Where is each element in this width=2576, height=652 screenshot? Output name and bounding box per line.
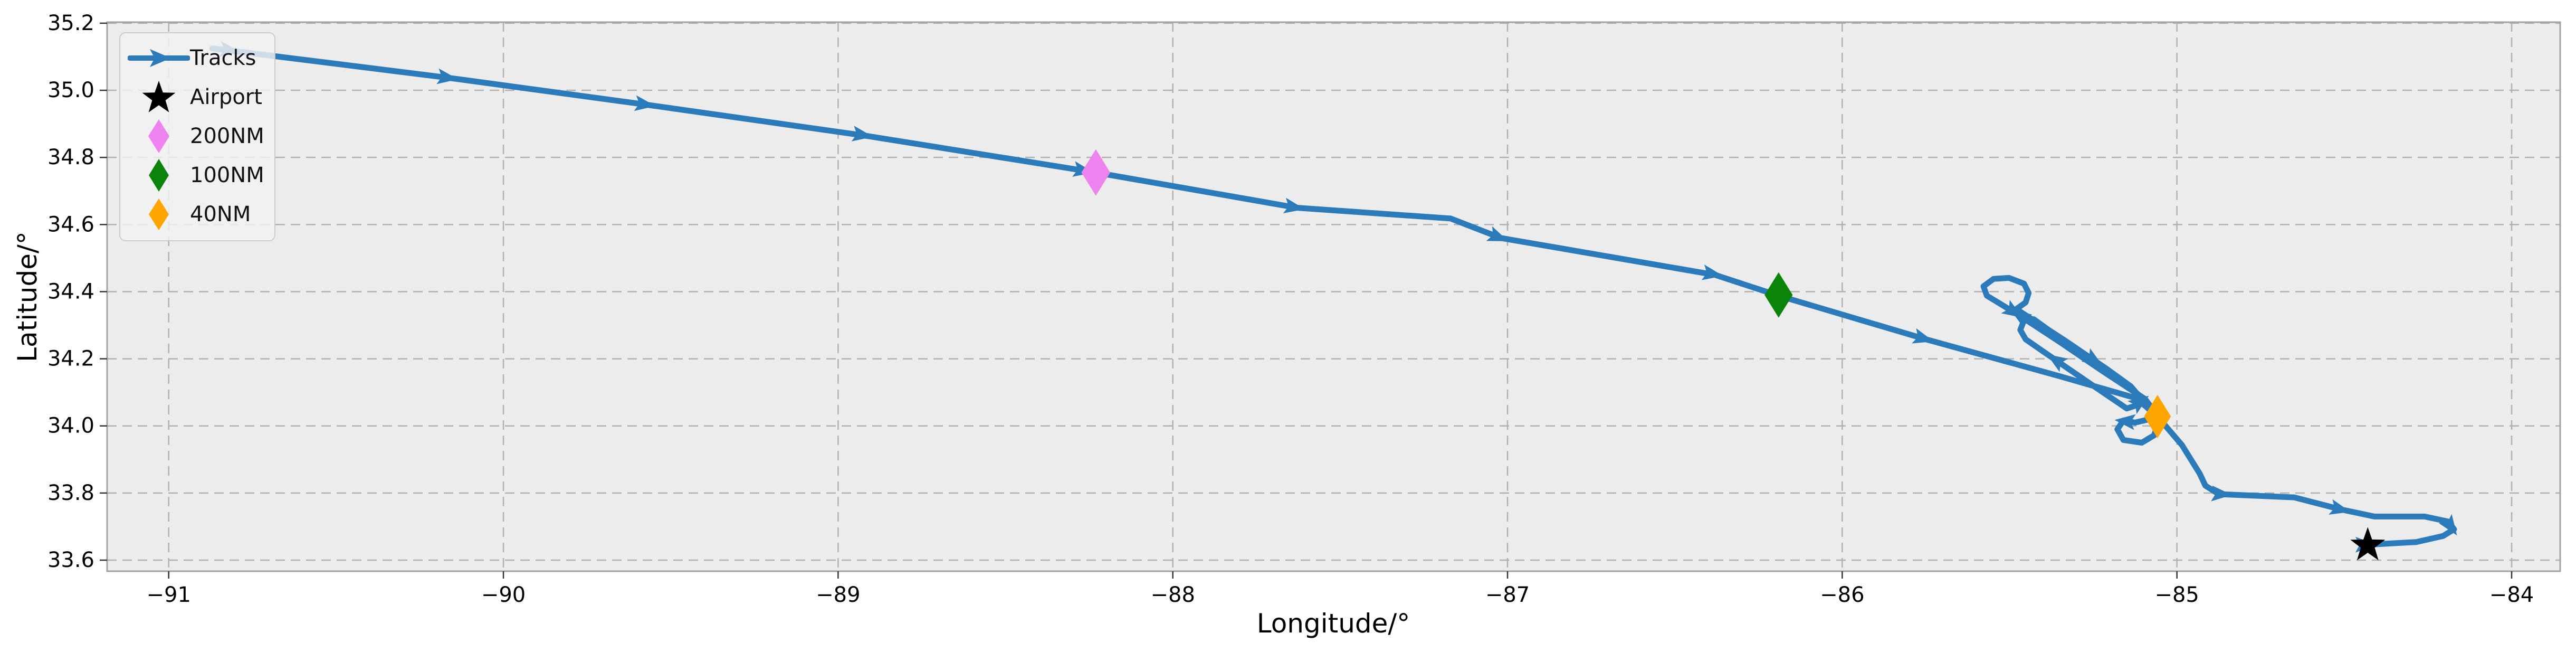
legend-label: 200NM: [190, 124, 264, 148]
track-direction-arrow-icon: [851, 126, 873, 141]
legend-item-200nm: 200NM: [128, 117, 265, 156]
axes-background: [107, 22, 2560, 571]
legend-item-40nm: 40NM: [128, 195, 265, 234]
track-direction-arrow-icon: [1283, 197, 1305, 214]
airport-star-icon: [2350, 527, 2386, 561]
x-tick-label: −86: [1820, 583, 1864, 607]
x-tick-label: −87: [1485, 583, 1530, 607]
x-tick-label: −91: [147, 583, 191, 607]
legend-label: 40NM: [190, 202, 251, 226]
legend-item-100nm: 100NM: [128, 156, 265, 195]
track-direction-arrow-icon: [2438, 514, 2457, 536]
line-arrow-icon: [128, 40, 190, 77]
legend-label: Tracks: [190, 46, 256, 70]
thin-diamond-icon: [128, 196, 190, 233]
thin-diamond-icon: [128, 157, 190, 194]
thin-diamond-icon: [128, 118, 190, 155]
y-tick-label: 35.0: [47, 78, 94, 102]
track-direction-arrow-icon: [634, 95, 656, 111]
x-tick-label: −85: [2154, 583, 2199, 607]
star-icon: [128, 79, 190, 116]
y-tick-label: 34.4: [47, 279, 94, 304]
200nm-diamond-icon: [1081, 149, 1111, 196]
y-tick-label: 33.6: [47, 548, 94, 572]
track-direction-arrow-icon: [2127, 395, 2149, 414]
track-direction-arrow-icon: [2114, 414, 2136, 430]
x-axis-label: Longitude/°: [1256, 608, 1410, 639]
track-direction-arrow-icon: [1701, 264, 1723, 280]
track-direction-arrow-icon: [436, 68, 458, 84]
legend-label: Airport: [190, 85, 262, 109]
track-direction-arrow-icon: [2329, 499, 2351, 515]
legend: Tracks Airport 200NM 100NM 40NM: [119, 32, 275, 241]
track-direction-arrow-icon: [2046, 354, 2068, 372]
track-direction-arrow-icon: [1486, 226, 1509, 242]
legend-item-tracks: Tracks: [128, 39, 265, 78]
legend-item-airport: Airport: [128, 78, 265, 117]
y-tick-label: 34.0: [47, 414, 94, 438]
track-direction-arrow-icon: [2211, 485, 2232, 502]
x-tick-label: −89: [816, 583, 860, 607]
legend-label: 100NM: [190, 163, 264, 187]
40nm-diamond-icon: [2144, 394, 2171, 438]
track-direction-arrow-icon: [2010, 309, 2033, 328]
tracks-line: [209, 45, 2457, 548]
y-tick-label: 34.8: [47, 145, 94, 169]
track-direction-arrow-icon: [1912, 328, 1934, 344]
y-tick-label: 35.2: [47, 11, 94, 35]
x-tick-label: −90: [481, 583, 526, 607]
x-tick-label: −88: [1150, 583, 1195, 607]
track-direction-arrow-icon: [2081, 348, 2103, 366]
y-tick-label: 34.6: [47, 212, 94, 237]
y-tick-label: 33.8: [47, 481, 94, 505]
axes-frame: [106, 21, 2561, 572]
x-tick-label: −84: [2489, 583, 2534, 607]
y-tick-label: 34.2: [47, 347, 94, 371]
100nm-diamond-icon: [1764, 272, 1793, 318]
y-axis-label: Latitude/°: [12, 231, 43, 362]
